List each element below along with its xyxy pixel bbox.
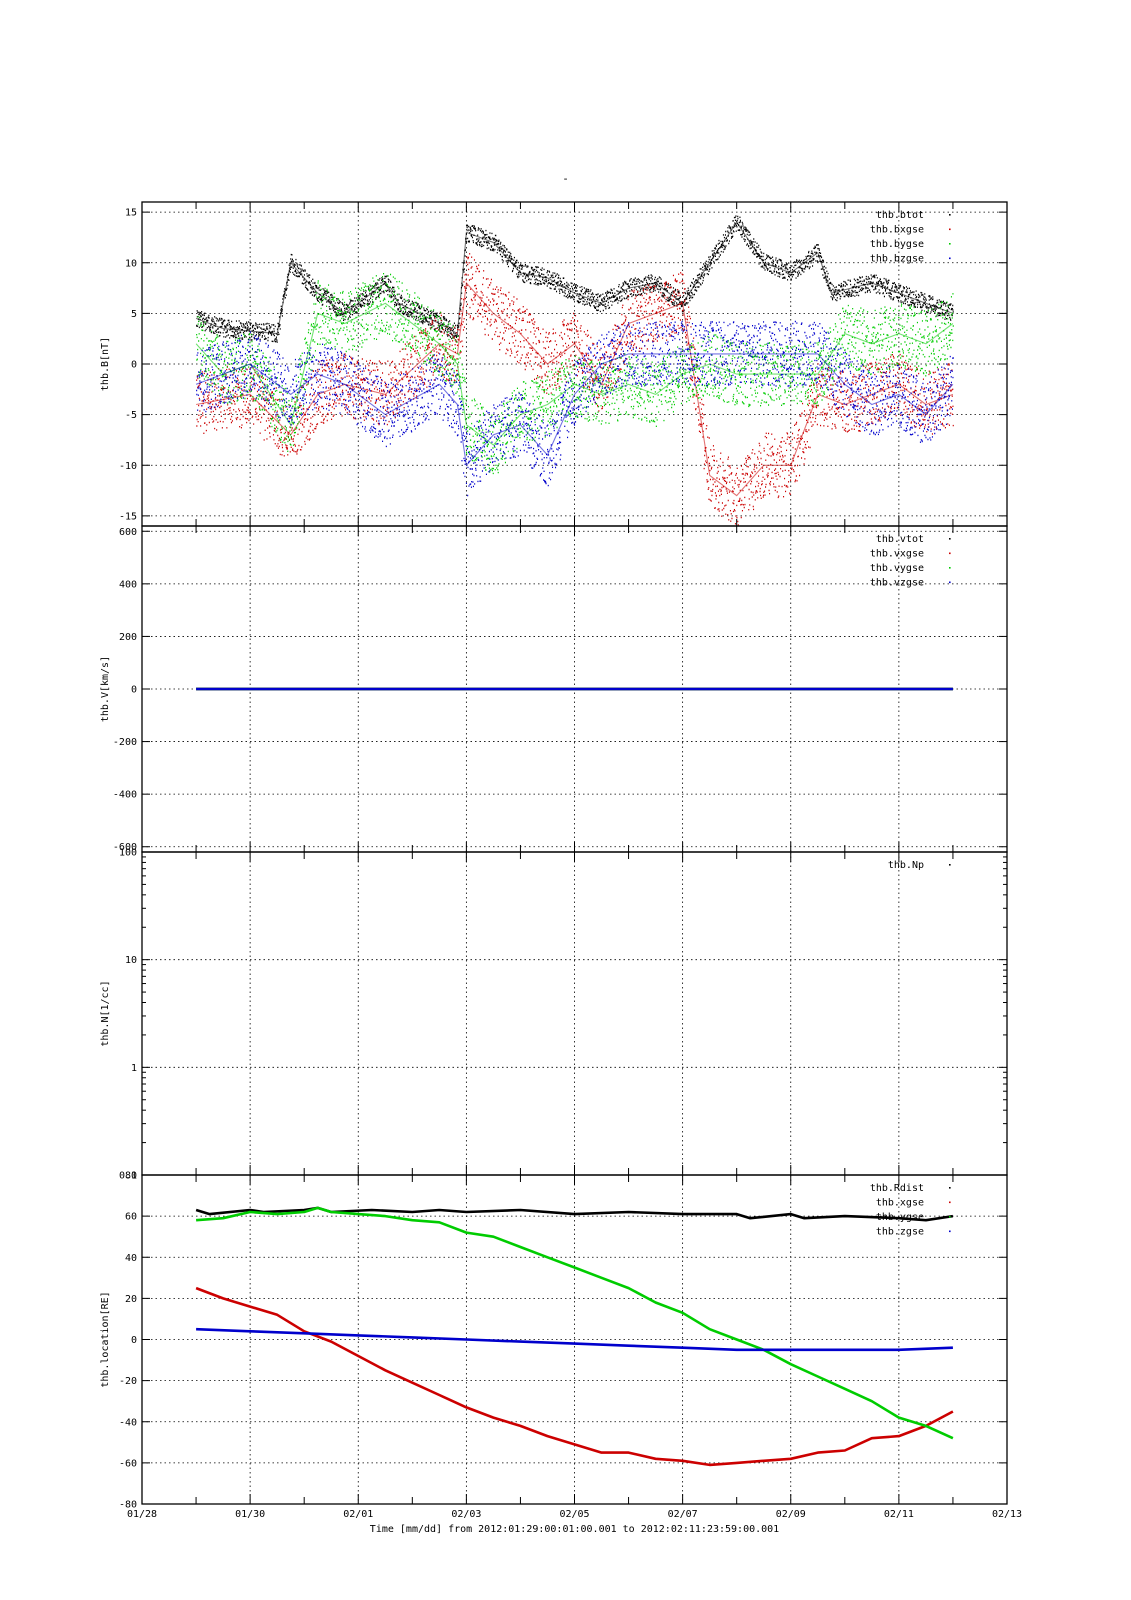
series-trend-thb.bxgse <box>195 281 954 497</box>
y-tick-label: 400 <box>119 579 137 590</box>
legend-marker <box>949 214 951 216</box>
series-points-thb.bxgse <box>196 253 954 526</box>
panel-2: 600 400 200 0 -200 -400 -600 thb.vtot thb.vxgse t… <box>100 525 1008 853</box>
y-tick-label: 1 <box>131 1063 137 1074</box>
series-line-thb.xgse <box>195 1286 954 1467</box>
legend-label: thb.vygse <box>870 563 924 574</box>
y-tick-label: 80 <box>125 1171 137 1182</box>
y-axis-label: thb.N[1/cc] <box>100 980 111 1046</box>
legend-marker <box>949 567 951 569</box>
x-tick-label: 02/07 <box>668 1509 698 1520</box>
legend-marker <box>949 228 951 231</box>
y-tick-label: -80 <box>119 1500 137 1511</box>
legend-marker <box>949 864 951 866</box>
y-axis-label: thb.location[RE] <box>100 1291 111 1387</box>
panel-data <box>195 1206 954 1467</box>
legend-marker <box>949 1216 951 1218</box>
y-tick-label: 0 <box>131 1335 137 1346</box>
legend-label: thb.bygse <box>870 239 924 250</box>
x-tick-label: 01/30 <box>235 1509 265 1520</box>
legend-marker <box>949 552 951 555</box>
y-tick-label: 20 <box>125 1294 137 1305</box>
legend-marker <box>949 257 951 260</box>
y-tick-label: -600 <box>113 842 137 853</box>
series-line-thb.ygse <box>196 1206 954 1440</box>
legend-label: thb.vzgse <box>870 578 924 589</box>
x-tick-label: 02/11 <box>884 1509 914 1520</box>
y-tick-label: -400 <box>113 790 137 801</box>
y-tick-label: 5 <box>131 309 137 320</box>
y-tick-label: 40 <box>125 1253 137 1264</box>
x-tick-label: 02/03 <box>451 1509 481 1520</box>
panel-1: 15 10 5 0 -5 -10 -15 thb.btot thb.bxgse thb.bygse… <box>100 201 1008 527</box>
y-tick-label: 0 <box>131 685 137 696</box>
x-tick-label: 02/13 <box>992 1509 1022 1520</box>
legend-label: thb.Np <box>888 860 924 871</box>
x-axis-label: Time [mm/dd] from 2012:01:29:00:01:00.00… <box>370 1524 779 1535</box>
y-tick-label: 15 <box>125 208 137 219</box>
y-axis-label: thb.B[nT] <box>100 337 111 391</box>
series-trend-thb.btot <box>195 221 954 335</box>
series-trend-thb.bygse <box>195 302 954 446</box>
legend-label: thb.bxgse <box>870 225 924 236</box>
series-line-thb.Rdist <box>195 1206 954 1222</box>
y-tick-label: -40 <box>119 1417 137 1428</box>
x-tick-label: 02/09 <box>776 1509 806 1520</box>
y-tick-label: 60 <box>125 1212 137 1223</box>
x-tick-label: 02/01 <box>343 1509 373 1520</box>
y-tick-label: -60 <box>119 1458 137 1469</box>
y-tick-label: 10 <box>125 258 137 269</box>
series-line-thb.zgse <box>196 1327 953 1352</box>
legend-label: thb.ygse <box>876 1212 924 1223</box>
legend-label: thb.Rdist <box>870 1183 924 1194</box>
legend-marker <box>949 1187 951 1189</box>
legend-label: thb.bzgse <box>870 254 924 265</box>
panel-data <box>195 215 954 526</box>
panel-3: 100 10 1 0.1 thb.Np thb.N[1/cc] <box>100 848 1008 1182</box>
legend-label: thb.zgse <box>876 1227 924 1238</box>
chart-title: - <box>562 172 569 185</box>
y-axis-label: thb.V[km/s] <box>100 656 111 722</box>
legend-label: thb.vxgse <box>870 549 924 560</box>
series-points-thb.btot <box>196 215 954 343</box>
legend-label: thb.btot <box>876 210 924 221</box>
series-points-thb.bzgse <box>196 320 954 497</box>
panel-frame <box>141 1174 1008 1505</box>
x-tick-label: 01/28 <box>127 1509 157 1520</box>
y-tick-label: 0 <box>131 360 137 371</box>
y-tick-label: -200 <box>113 737 137 748</box>
legend-marker <box>949 1201 951 1204</box>
y-tick-label: 600 <box>119 527 137 538</box>
legend-marker <box>949 1230 951 1233</box>
y-tick-label: -15 <box>119 511 137 522</box>
y-tick-label: 200 <box>119 632 137 643</box>
x-tick-label: 02/05 <box>559 1509 589 1520</box>
y-tick-label: 100 <box>119 848 137 859</box>
legend-label: thb.xgse <box>876 1198 924 1209</box>
legend-marker <box>949 538 951 540</box>
legend-marker <box>949 581 951 584</box>
series-points-thb.bygse <box>196 273 954 475</box>
legend-marker <box>949 243 951 245</box>
y-tick-label: -5 <box>125 410 137 421</box>
y-tick-label: 10 <box>125 955 137 966</box>
y-tick-label: 0.1 <box>119 1171 137 1182</box>
y-tick-label: -20 <box>119 1376 137 1387</box>
series-trend-thb.bzgse <box>195 353 954 467</box>
y-tick-label: -10 <box>119 461 137 472</box>
panel-4: 80 60 40 20 0 -20 -40 -60 -80 thb.Rdist thb.xgse th… <box>100 1171 1008 1511</box>
legend-label: thb.vtot <box>876 534 924 545</box>
